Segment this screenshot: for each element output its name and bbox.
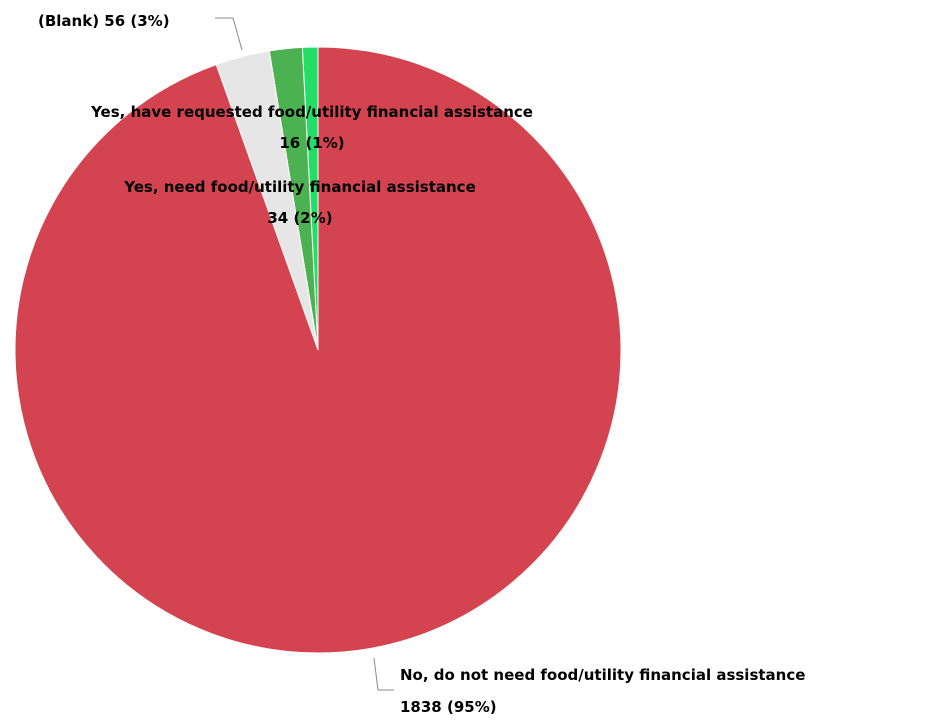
slice-value-requested: 16 (1%) [279,134,344,152]
slice-labels: (Blank) 56 (3%) Yes, have requested food… [38,12,805,716]
slice-label-blank: (Blank) 56 (3%) [38,12,170,30]
pie-slice-no [14,46,622,654]
slice-label-need: Yes, need food/utility financial assista… [123,178,476,196]
leader-line-blank [215,17,243,51]
slice-value-no: 1838 (95%) [400,698,497,716]
slice-label-requested: Yes, have requested food/utility financi… [90,103,533,121]
leader-line-no [373,657,394,691]
leader-lines [215,17,394,691]
slice-value-need: 34 (2%) [267,209,332,227]
slice-label-no: No, do not need food/utility financial a… [400,666,805,684]
pie-slices [14,46,622,654]
